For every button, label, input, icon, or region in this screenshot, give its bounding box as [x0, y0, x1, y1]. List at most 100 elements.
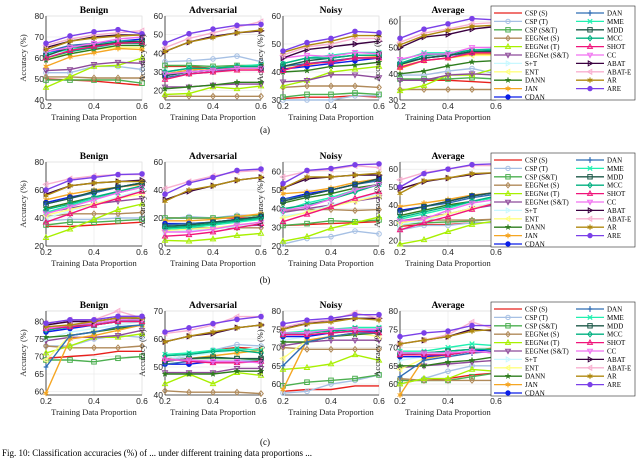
- y-axis-label: Accuracy (%): [372, 329, 382, 377]
- data-point: [279, 184, 287, 192]
- data-point: [468, 205, 476, 212]
- x-tick-label: 0.4: [325, 247, 337, 257]
- series-line: [282, 92, 380, 98]
- series-csp-s-t-: [280, 90, 382, 101]
- data-point: [304, 201, 310, 209]
- data-point: [280, 320, 286, 327]
- subplot-a-average: 0.2 0.4 0.6 30 40 50 60 Average Training Data Pr…: [372, 6, 502, 122]
- x-axis-label: Training Data Proportion: [170, 258, 256, 268]
- data-point: [469, 85, 475, 94]
- data-point: [209, 181, 217, 190]
- y-tick-label: 30: [389, 95, 399, 105]
- y-tick-label: 40: [389, 200, 399, 210]
- data-point: [91, 174, 97, 181]
- data-point: [185, 370, 193, 378]
- data-point: [421, 85, 427, 94]
- data-point: [327, 360, 335, 367]
- series-line: [282, 65, 380, 87]
- y-tick-label: 50: [272, 39, 282, 49]
- series-line: [282, 216, 380, 242]
- legend-item: AR: [576, 76, 617, 85]
- x-tick-label: 0.2: [40, 101, 52, 111]
- legend-marker: [505, 165, 511, 172]
- subplot-title: Average: [431, 301, 464, 311]
- data-point: [66, 53, 74, 61]
- legend-marker: [587, 314, 593, 321]
- subplot-b-benign: 0.2 0.4 0.6 20 40 60 80 Benign Training Data Pro…: [18, 152, 148, 268]
- data-point: [280, 180, 286, 187]
- legend-marker: [587, 232, 593, 239]
- data-point: [162, 40, 168, 46]
- data-point: [280, 198, 286, 204]
- legend-item: AR: [576, 372, 617, 381]
- subplot-a-adversarial: 0.2 0.4 0.6 20 30 40 50 60 Adversarial Training D…: [137, 6, 267, 122]
- data-point: [138, 38, 146, 45]
- data-point: [114, 59, 122, 66]
- legend-item: MME: [576, 18, 624, 26]
- data-point: [327, 318, 335, 326]
- data-point: [114, 32, 122, 40]
- data-point: [209, 359, 217, 366]
- data-point: [139, 334, 145, 341]
- data-point: [397, 35, 403, 42]
- subplot-a-noisy: 0.2 0.4 0.6 30 40 50 60 Noisy Training Data Prop…: [255, 6, 385, 122]
- data-point: [139, 66, 145, 73]
- legend-label: ENT: [525, 364, 539, 372]
- y-tick-label: 40: [272, 204, 282, 214]
- legend-item: DAN: [576, 306, 622, 314]
- legend-label: JAN: [525, 232, 538, 240]
- data-point: [351, 351, 359, 358]
- legend-marker: [587, 330, 593, 338]
- data-point: [445, 21, 451, 27]
- data-point: [186, 325, 192, 331]
- data-point: [186, 350, 192, 358]
- legend-marker: [586, 348, 594, 355]
- legend-marker: [504, 348, 512, 355]
- data-point: [279, 355, 286, 362]
- data-point: [328, 381, 334, 387]
- series-line: [45, 211, 143, 218]
- data-point: [185, 35, 192, 42]
- series-line: [164, 371, 262, 385]
- y-tick-label: 80: [35, 157, 45, 167]
- data-point: [138, 177, 146, 186]
- data-point: [42, 333, 50, 341]
- data-point: [444, 174, 452, 182]
- series-csp-t-: [280, 228, 382, 247]
- legend-label: EEGNet (T): [525, 43, 560, 51]
- data-point: [303, 330, 311, 337]
- legend-item: S+T: [494, 60, 538, 68]
- data-point: [375, 54, 383, 61]
- data-point: [469, 15, 475, 22]
- data-point: [421, 72, 427, 78]
- data-point: [327, 58, 335, 65]
- y-tick-label: 60: [389, 164, 399, 174]
- data-point: [352, 162, 358, 168]
- legend-marker: [586, 76, 594, 85]
- x-axis-label: Training Data Proportion: [51, 407, 137, 417]
- legend-item: DAN: [576, 157, 622, 165]
- legend-label: MCC: [607, 35, 623, 43]
- data-point: [420, 216, 428, 223]
- data-point: [303, 232, 311, 240]
- legend-item: MCC: [576, 35, 623, 43]
- legend-item: EEGNet (T): [494, 338, 560, 347]
- series-line: [282, 385, 379, 392]
- subplot-c-noisy: 0.2 0.4 0.6 60 65 70 75 80 Noisy Training Data Pr…: [255, 301, 385, 417]
- data-point: [375, 75, 383, 82]
- series-line: [45, 182, 143, 205]
- x-tick-label: 0.6: [490, 396, 502, 406]
- data-point: [257, 371, 265, 378]
- legend-marker: [586, 42, 594, 49]
- legend-label: S+T: [525, 356, 538, 364]
- legend-marker: [587, 323, 593, 329]
- data-point: [328, 165, 334, 172]
- subplot-b-average: 0.2 0.4 0.6 20 30 40 50 60 Average Training Data …: [372, 152, 502, 268]
- data-point: [233, 224, 241, 231]
- data-point: [421, 208, 427, 216]
- data-point: [90, 201, 98, 208]
- legend-marker: [586, 52, 594, 59]
- data-point: [185, 357, 193, 364]
- data-point: [209, 226, 217, 233]
- legend-marker: [586, 372, 594, 381]
